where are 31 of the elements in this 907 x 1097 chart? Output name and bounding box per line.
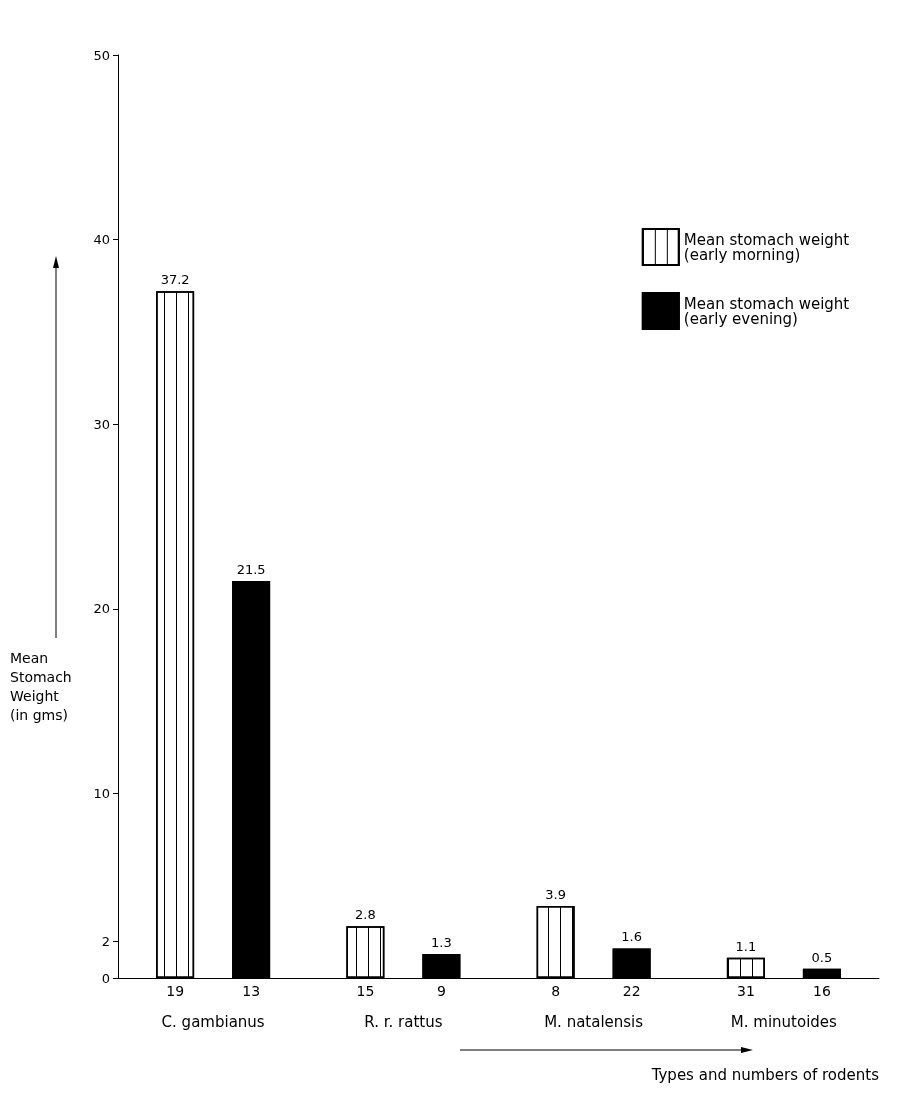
data-label: 1.1 [735,938,757,954]
text: 8 [551,983,561,999]
data-label: 1.6 [621,929,642,945]
y-tick-label: 10 [93,785,110,801]
text: 9 [436,983,446,999]
y-tick-label: 50 [93,47,110,63]
x-tick-label: R. r. rattus [364,1012,443,1031]
data-label: 2.8 [355,907,376,923]
data-label: 37.2 [160,272,190,288]
data-label: 21.5 [236,562,266,578]
text: 16 [812,983,831,999]
y-tick-label: 0 [101,970,110,986]
legend-label: Mean stomach weight (early evening) [683,294,855,328]
data-label: 1.3 [431,935,452,950]
y-tick-label: 2 [101,933,110,949]
y-axis-title: Mean Stomach Weight (in gms) [10,649,72,723]
data-label: 0.5 [811,949,833,965]
legend-label: Mean stomach weight (early morning) [683,230,855,264]
text: 15 [356,983,375,999]
y-tick-label: 40 [93,232,110,248]
x-tick-label: C. gambianus [161,1012,265,1031]
x-tick-label: M. minutoides [730,1012,838,1031]
x-tick-label: M. natalensis [544,1012,644,1031]
data-label: 3.9 [545,887,566,903]
text: 22 [622,983,641,999]
text: 13 [242,983,261,999]
y-tick-label: 20 [93,601,110,617]
text: 19 [166,983,185,999]
text: 31 [736,983,755,999]
x-axis-title: Types and numbers of rodents [650,1065,880,1084]
y-tick-label: 30 [93,416,110,432]
